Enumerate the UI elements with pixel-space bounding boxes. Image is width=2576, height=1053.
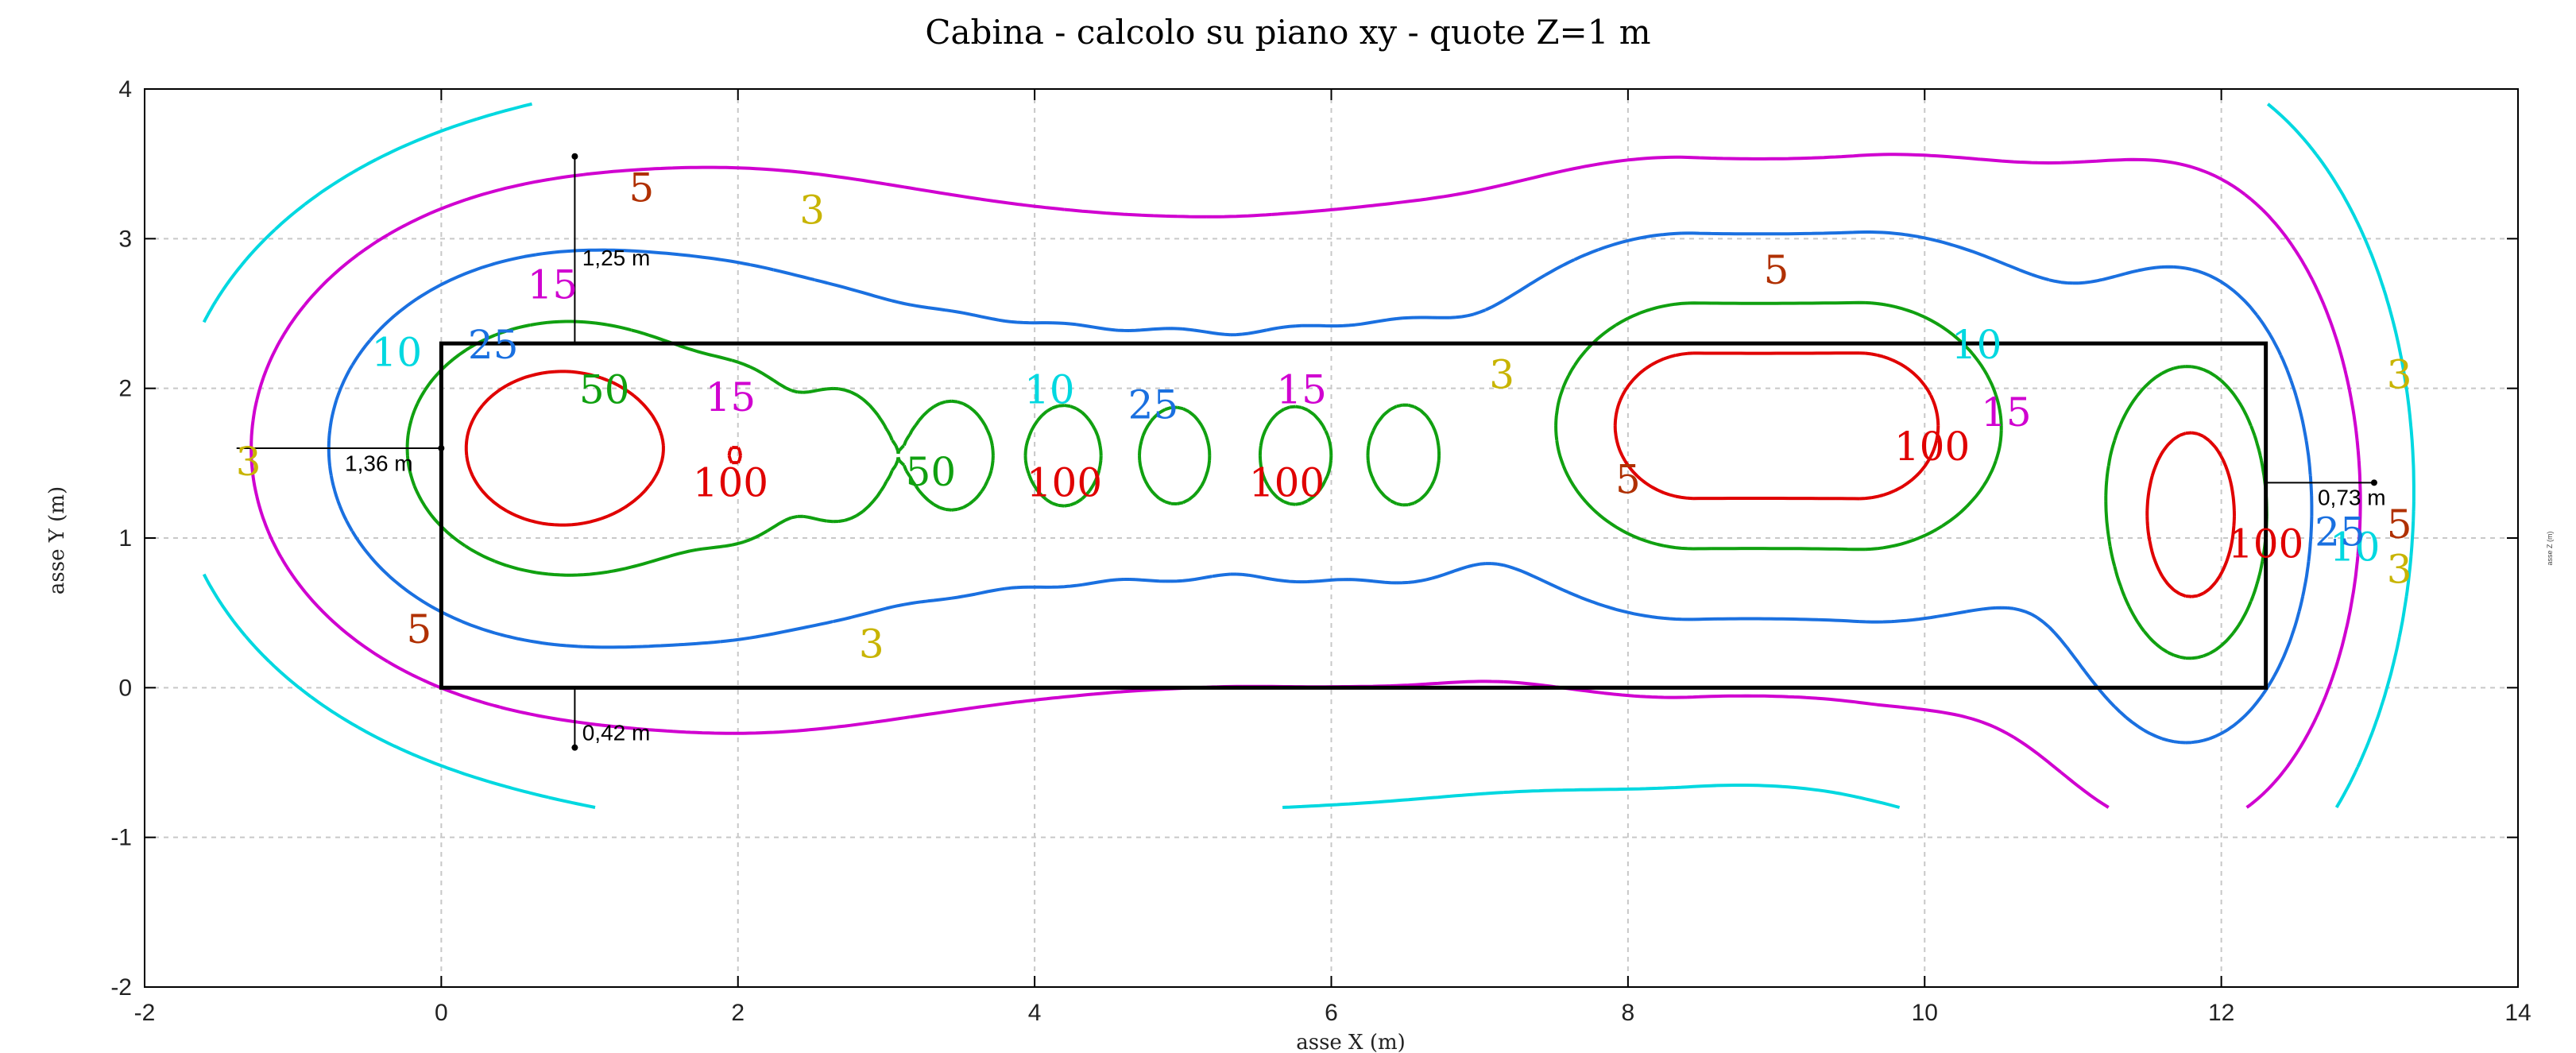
contour-label-100: 100 <box>1249 459 1325 505</box>
contour-label-3: 3 <box>2387 547 2412 593</box>
contour-label-15: 15 <box>528 262 578 308</box>
contour-line-100 <box>464 351 2236 598</box>
contour-label-10: 10 <box>1024 367 1075 413</box>
dimension-endpoint <box>2370 479 2377 486</box>
contour-label-50: 50 <box>579 367 630 413</box>
dimension-label: 1,25 m <box>582 246 651 270</box>
x-tick-label: 6 <box>1325 1000 1338 1026</box>
dimension-annotations: 1,25 m 1,36 m 0,42 m 0,73 m <box>236 153 2386 751</box>
dimension-endpoint <box>438 445 445 451</box>
contour-label-100: 100 <box>1027 459 1102 505</box>
contour-line-25 <box>327 230 2314 745</box>
y-tick-label: 2 <box>118 376 132 402</box>
contour-label-15: 15 <box>1981 389 2032 436</box>
contour-label-100: 100 <box>2228 521 2303 567</box>
x-tick-label: 4 <box>1028 1000 1042 1026</box>
x-tick-label: -2 <box>134 1000 156 1026</box>
cabin-outline <box>439 341 2269 690</box>
dimension-label: 0,73 m <box>2318 486 2386 510</box>
contour-label-3: 3 <box>859 621 884 668</box>
dimension-label: 0,42 m <box>582 720 651 745</box>
x-tick-label: 10 <box>1912 1000 1938 1026</box>
contour-label-3: 3 <box>2387 352 2412 398</box>
contour-label-25: 25 <box>2315 509 2365 555</box>
contour-label-10: 10 <box>2330 524 2381 570</box>
contour-label-5: 5 <box>406 606 431 652</box>
contour-label-5: 5 <box>629 165 654 211</box>
z-axis-label: asse Z (m) <box>2546 531 2554 565</box>
x-tick-label: 0 <box>435 1000 448 1026</box>
contour-lines <box>202 102 2415 809</box>
y-tick-label: 4 <box>118 76 132 103</box>
contour-label-100: 100 <box>1894 424 1970 470</box>
contour-line-10 <box>202 102 2415 809</box>
contour-label-3: 3 <box>236 439 261 485</box>
contour-label-3: 3 <box>799 188 825 234</box>
y-tick-label: -2 <box>110 974 132 1001</box>
x-tick-label: 2 <box>731 1000 745 1026</box>
grid <box>145 89 2518 987</box>
contour-label-25: 25 <box>468 322 519 368</box>
contour-label-3: 3 <box>1489 352 1514 398</box>
cabin-rectangle <box>439 341 2269 690</box>
contour-label-5: 5 <box>2387 501 2412 548</box>
contour-label-15: 15 <box>1276 367 1327 413</box>
dimension-label: 1,36 m <box>345 451 413 475</box>
contour-label-100: 100 <box>693 459 768 505</box>
chart-title: Cabina - calcolo su piano xy - quote Z=1… <box>925 13 1650 52</box>
contour-label-15: 15 <box>706 374 756 420</box>
contour-label-25: 25 <box>1128 381 1179 428</box>
y-tick-label: 0 <box>118 675 132 701</box>
y-tick-label: 1 <box>118 525 132 552</box>
x-tick-label: 14 <box>2504 1000 2531 1026</box>
x-axis-label: asse X (m) <box>1296 1031 1406 1053</box>
y-axis-label: asse Y (m) <box>45 486 69 594</box>
dimension-endpoint <box>571 153 578 160</box>
contour-label-50: 50 <box>906 449 957 495</box>
x-tick-label: 8 <box>1622 1000 1635 1026</box>
y-tick-label: 3 <box>118 226 132 252</box>
x-tick-label: 12 <box>2208 1000 2234 1026</box>
contour-label-10: 10 <box>1951 322 2002 368</box>
contour-line-50 <box>405 300 2269 660</box>
contour-label-10: 10 <box>372 329 423 375</box>
y-tick-label: -1 <box>110 825 132 851</box>
contour-label-5: 5 <box>1615 457 1641 503</box>
contour-label-5: 5 <box>1764 247 1789 293</box>
dimension-endpoint <box>571 744 578 751</box>
